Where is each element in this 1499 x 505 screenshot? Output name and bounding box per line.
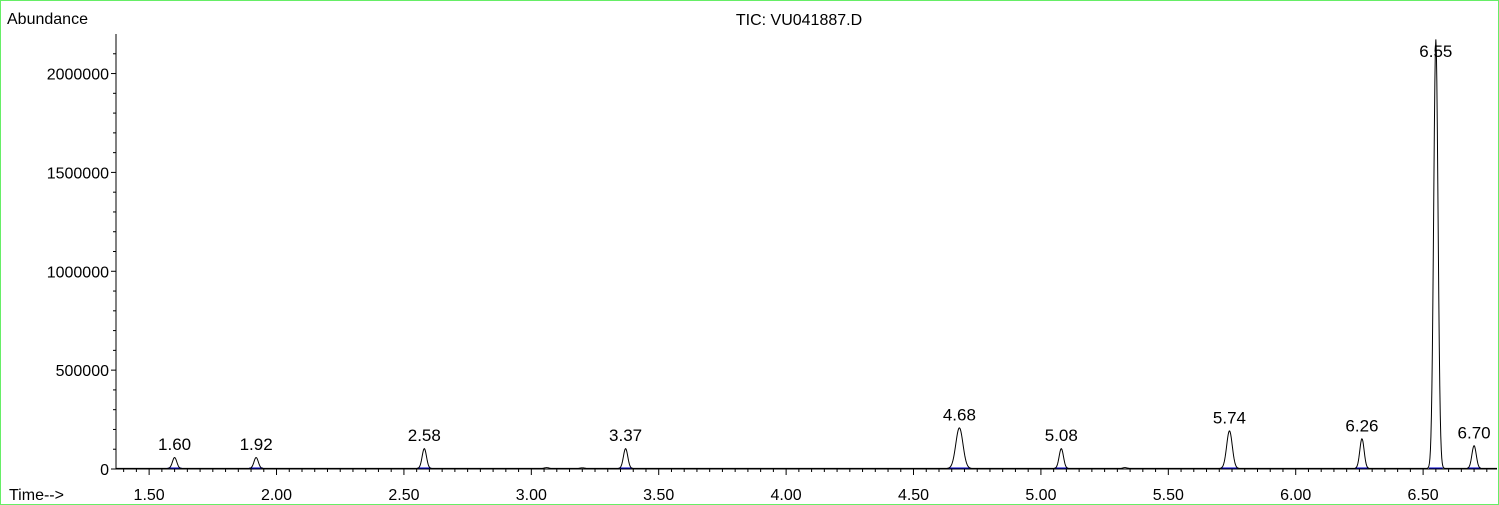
x-tick-label: 1.50	[134, 487, 165, 504]
peak-label: 5.74	[1213, 408, 1246, 427]
peak-label: 1.92	[240, 435, 273, 454]
peak-label: 5.08	[1045, 426, 1078, 445]
tic-trace	[116, 39, 1497, 469]
x-tick-label: 5.00	[1025, 487, 1056, 504]
peak-label: 2.58	[408, 426, 441, 445]
x-tick-label: 6.00	[1280, 487, 1311, 504]
peak-label: 4.68	[943, 405, 976, 424]
peak-label: 6.70	[1458, 423, 1491, 442]
y-axis-label: Abundance	[7, 11, 88, 28]
y-tick-label: 500000	[56, 363, 109, 380]
x-tick-label: 2.50	[388, 487, 419, 504]
x-tick-label: 3.00	[516, 487, 547, 504]
x-tick-label: 4.00	[771, 487, 802, 504]
x-tick-label: 5.50	[1153, 487, 1184, 504]
y-tick-label: 2000000	[47, 67, 109, 84]
x-tick-label: 6.50	[1408, 487, 1439, 504]
peak-label: 3.37	[609, 426, 642, 445]
x-tick-label: 4.50	[898, 487, 929, 504]
x-tick-label: 3.50	[643, 487, 674, 504]
y-tick-label: 1000000	[47, 264, 109, 281]
y-tick-label: 0	[100, 462, 109, 479]
y-tick-label: 1500000	[47, 165, 109, 182]
peak-label: 1.60	[158, 435, 191, 454]
peak-label: 6.26	[1345, 416, 1378, 435]
chart-title: TIC: VU041887.D	[736, 12, 862, 29]
peak-label: 6.55	[1419, 42, 1452, 61]
x-axis-label: Time-->	[9, 487, 64, 504]
x-tick-label: 2.00	[261, 487, 292, 504]
